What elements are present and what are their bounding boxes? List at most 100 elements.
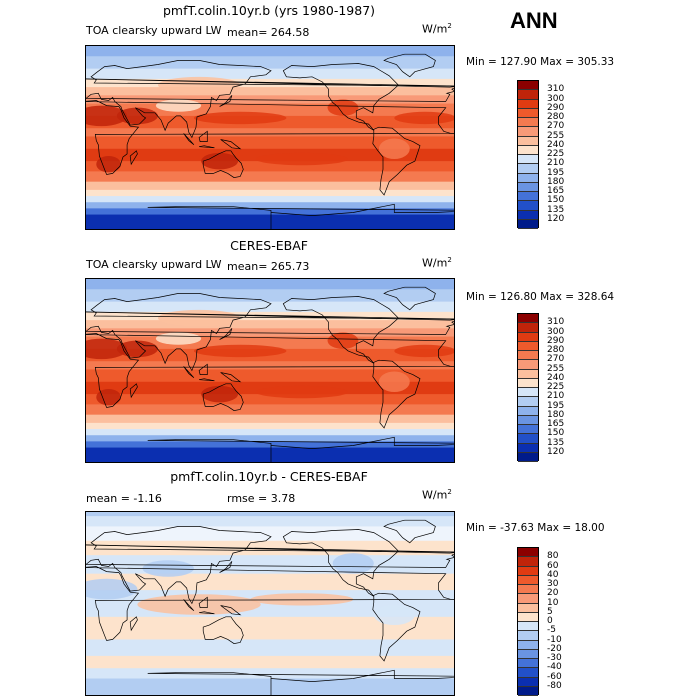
colorbar-swatch <box>518 182 538 192</box>
colorbar-label: 310 <box>547 84 565 95</box>
colorbar-swatch <box>518 173 538 183</box>
colorbar-swatches <box>517 313 539 462</box>
colorbar-label: -80 <box>547 680 562 691</box>
colorbar-label: 270 <box>547 354 565 365</box>
coastline <box>86 311 454 321</box>
coastline <box>220 372 242 383</box>
contour-patch <box>201 152 239 170</box>
contour-band <box>86 171 454 183</box>
panel-3-title: pmfT.colin.10yr.b - CERES-EBAF <box>170 469 368 484</box>
panel-2-title: CERES-EBAF <box>230 238 308 253</box>
colorbar-label: 60 <box>547 560 559 571</box>
contour-patch <box>394 111 454 125</box>
contour-band <box>86 208 454 216</box>
colorbar-swatch <box>518 557 538 567</box>
colorbar-swatch <box>518 118 538 128</box>
colorbar-label: 300 <box>547 93 565 104</box>
colorbar-swatch <box>518 99 538 109</box>
contour-band <box>86 361 454 370</box>
colorbar-label: -30 <box>547 653 562 663</box>
colorbar-swatch <box>518 397 538 407</box>
contour-patch <box>201 385 239 403</box>
colorbar-label: 5 <box>547 606 553 617</box>
contour-band <box>86 668 454 679</box>
colorbar-label: 210 <box>547 391 565 402</box>
contour-band <box>86 435 454 442</box>
colorbar-label: 310 <box>547 317 565 328</box>
panel-3-map <box>85 511 455 696</box>
coastline <box>282 529 399 597</box>
colorbar-swatch <box>518 649 538 659</box>
coastline <box>202 150 244 178</box>
coastline <box>86 100 454 175</box>
colorbar-label: 300 <box>547 326 565 337</box>
colorbar-label: 240 <box>547 139 565 150</box>
colorbar-swatch <box>518 314 538 324</box>
coastline <box>383 53 436 78</box>
contour-patch <box>378 371 410 393</box>
colorbar-label: 180 <box>547 409 565 420</box>
colorbar-label: 270 <box>547 121 565 132</box>
colorbar-label: 135 <box>547 437 565 448</box>
colorbar-label: 80 <box>547 551 559 562</box>
colorbar-label: 280 <box>547 345 565 355</box>
contour-band <box>86 414 454 424</box>
colorbar-label: 255 <box>547 130 565 141</box>
coastline <box>220 605 242 616</box>
map-field <box>86 46 454 229</box>
colorbar-label: 240 <box>547 372 565 383</box>
coastline <box>147 436 454 462</box>
colorbar-swatch <box>518 585 538 595</box>
colorbar-label: 0 <box>547 616 553 626</box>
contour-patch <box>157 309 241 327</box>
colorbar-swatches <box>517 547 539 696</box>
contour-patch <box>86 105 128 127</box>
colorbar-swatch <box>518 640 538 650</box>
colorbar-swatch <box>518 90 538 100</box>
colorbar-label: 165 <box>547 186 565 196</box>
colorbar-label: 150 <box>547 428 565 439</box>
colorbar-swatch <box>518 434 538 444</box>
panel-1-map <box>85 45 455 230</box>
contour-band <box>86 404 454 416</box>
coastline <box>199 611 215 615</box>
contour-band <box>86 429 454 436</box>
coastline <box>372 359 421 429</box>
contour-band <box>86 678 454 695</box>
contour-band <box>86 289 454 303</box>
contour-band <box>86 394 454 405</box>
contour-band <box>86 87 454 96</box>
contour-band <box>86 655 454 669</box>
colorbar-swatch <box>518 323 538 333</box>
coastline <box>282 63 399 131</box>
colorbar-swatch <box>518 201 538 211</box>
colorbar-swatch <box>518 452 538 462</box>
contour-patch <box>255 152 349 166</box>
panel-1-mean: mean= 264.58 <box>227 26 310 39</box>
contour-band <box>86 68 454 80</box>
contour-band <box>86 128 454 137</box>
season-label: ANN <box>510 8 558 33</box>
colorbar-swatch <box>518 622 538 632</box>
panel-2-mean: mean= 265.73 <box>227 260 310 273</box>
coastline <box>147 669 454 695</box>
colorbar-label: -40 <box>547 662 562 673</box>
colorbar-label: 40 <box>547 569 559 580</box>
contour-patch <box>193 344 287 358</box>
colorbar-swatch <box>518 351 538 361</box>
coastline <box>183 133 195 145</box>
colorbar-label: 10 <box>547 597 559 608</box>
colorbar-swatch <box>518 631 538 641</box>
coastline <box>199 145 215 149</box>
panel-3-units: W/m2 <box>422 488 452 502</box>
coastline <box>86 333 454 408</box>
colorbar-label: -20 <box>547 643 562 654</box>
map-field <box>86 512 454 695</box>
contour-patch <box>86 578 138 600</box>
colorbar-label: 165 <box>547 419 565 429</box>
colorbar-label: 225 <box>547 382 565 392</box>
contour-patch <box>327 332 359 349</box>
panel-2-minmax: Min = 126.80 Max = 328.64 <box>466 291 615 303</box>
colorbar-label: 20 <box>547 588 559 599</box>
colorbar-label: 30 <box>547 579 559 589</box>
